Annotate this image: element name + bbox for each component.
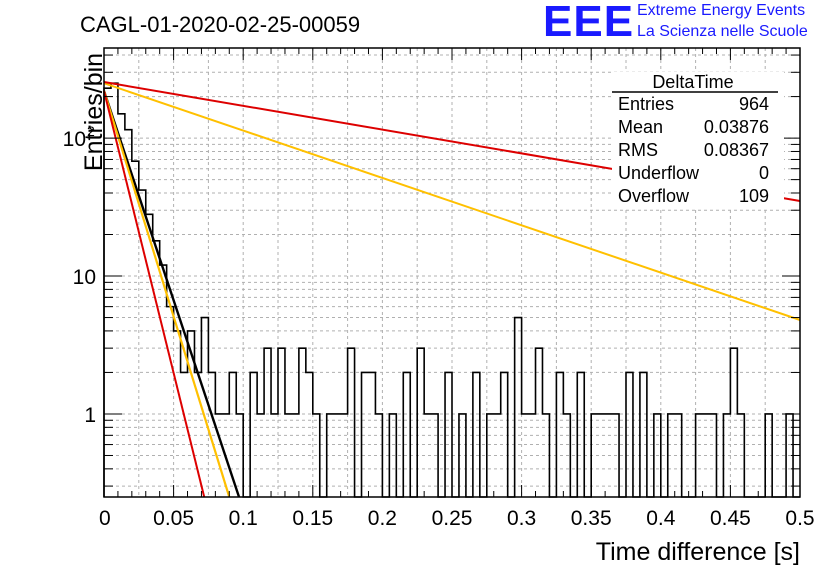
eee-logo: EEE: [543, 0, 635, 46]
stats-label-entries: Entries: [618, 94, 674, 114]
x-tick-label: 0.2: [368, 507, 397, 530]
x-tick-label: 0.05: [153, 507, 194, 530]
x-tick-label: 0.25: [432, 507, 473, 530]
x-tick-label: 0: [99, 507, 111, 530]
fit-line-2: [102, 90, 231, 498]
stats-value-mean: 0.03876: [704, 117, 769, 137]
fit-line-4: [103, 82, 801, 321]
logo-tagline-1: Extreme Energy Events: [637, 2, 806, 19]
x-tick-label: 0.3: [507, 507, 536, 530]
run-title: CAGL-01-2020-02-25-00059: [80, 12, 361, 37]
y-tick-label: 1: [84, 404, 96, 427]
y-ticks: [104, 54, 800, 487]
fit-line-3: [103, 90, 206, 498]
stats-value-underflow: 0: [759, 163, 769, 183]
x-tick-label: 0.5: [785, 507, 814, 530]
x-tick-label: 0.15: [292, 507, 333, 530]
y-tick-label: 10: [73, 266, 96, 289]
stats-box-bg: [612, 72, 784, 208]
x-ticks: [103, 48, 801, 497]
stats-value-entries: 964: [739, 94, 769, 114]
stats-label-underflow: Underflow: [618, 163, 700, 183]
x-tick-label: 0.1: [229, 507, 258, 530]
stats-label-mean: Mean: [618, 117, 663, 137]
y-tick-label: 10: [63, 128, 86, 151]
stats-title: DeltaTime: [652, 72, 733, 92]
x-tick-label: 0.45: [710, 507, 751, 530]
fit-line-1: [102, 90, 241, 498]
stats-value-overflow: 109: [739, 186, 769, 206]
fit-curves: [102, 81, 801, 498]
x-axis-title: Time difference [s]: [596, 538, 800, 566]
x-tick-label: 0.4: [646, 507, 676, 530]
logo-tagline-2: La Scienza nelle Scuole: [637, 23, 808, 40]
stats-value-rms: 0.08367: [704, 140, 769, 160]
y-axis-title: Entries/bin: [80, 53, 108, 171]
stats-label-rms: RMS: [618, 140, 658, 160]
stats-label-overflow: Overflow: [618, 186, 690, 206]
x-tick-label: 0.35: [571, 507, 612, 530]
y-tick-exponent: 2: [87, 123, 95, 139]
